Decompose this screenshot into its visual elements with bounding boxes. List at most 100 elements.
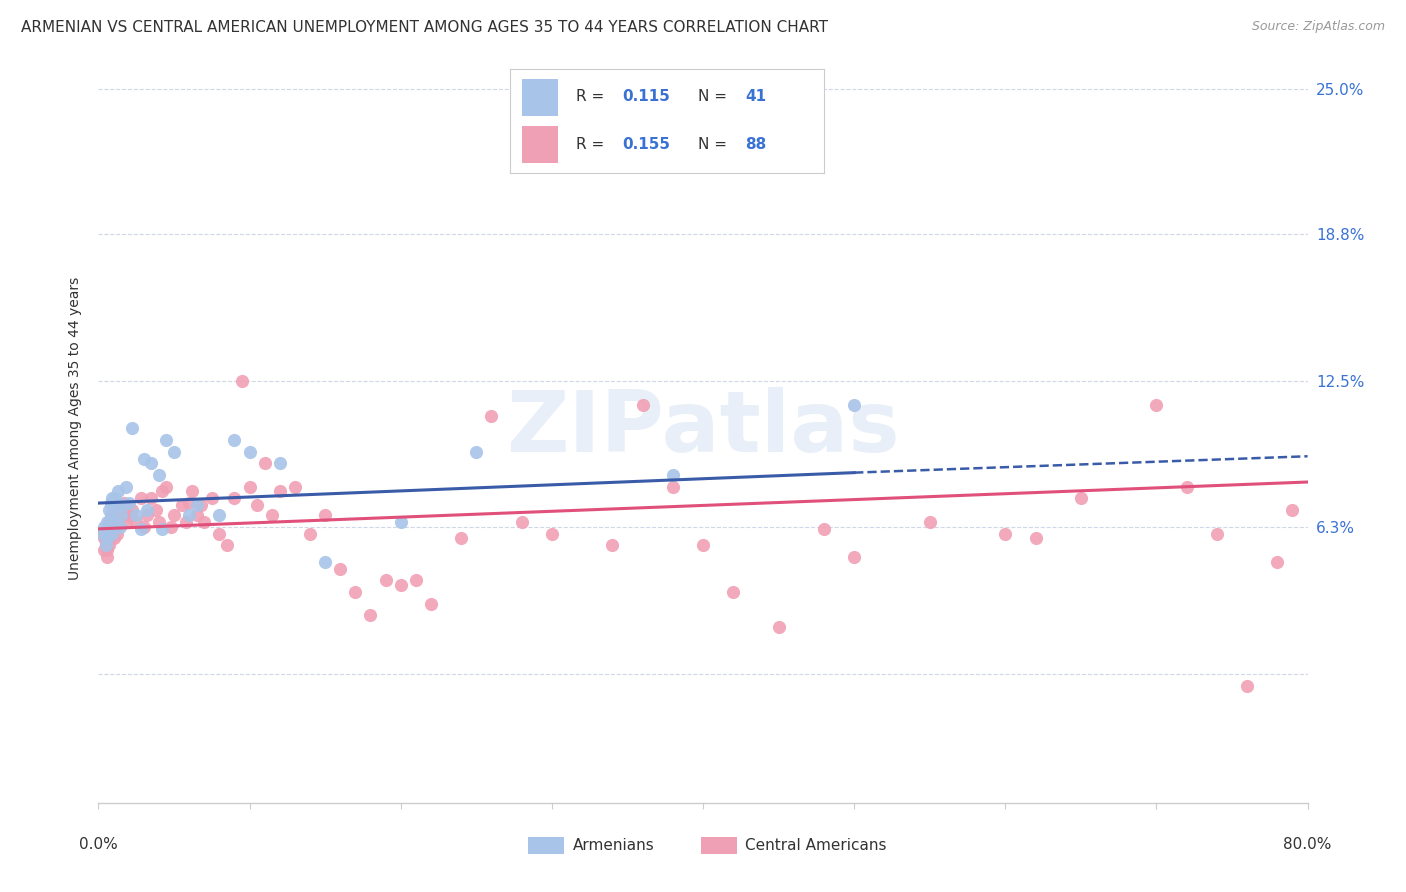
Point [107,484,129,499]
Point [299,526,322,541]
Text: 80.0%: 80.0% [1284,837,1331,852]
Point [118,508,141,522]
Point [201,491,224,506]
Point [813,522,835,536]
Point [121,503,143,517]
Point [155,480,177,494]
Point [101,519,124,533]
Point [100,531,122,545]
Point [844,549,866,564]
Point [540,526,562,541]
Point [186,499,208,513]
Point [329,562,352,576]
Point [150,484,173,499]
Text: Armenians: Armenians [572,838,654,853]
Point [389,515,412,529]
Point [155,433,177,447]
Point [108,503,131,517]
Point [1236,679,1258,693]
Point [105,499,128,513]
Point [314,555,336,569]
Text: Central Americans: Central Americans [745,838,887,853]
Point [118,496,141,510]
Point [269,456,291,470]
Point [103,515,125,529]
Point [224,433,246,447]
FancyBboxPatch shape [527,838,564,854]
Point [481,409,503,424]
Point [692,538,714,552]
Point [98,515,121,529]
Point [110,499,132,513]
Y-axis label: Unemployment Among Ages 35 to 44 years: Unemployment Among Ages 35 to 44 years [69,277,83,580]
Point [284,480,307,494]
Point [104,522,127,536]
Point [844,398,866,412]
Text: Source: ZipAtlas.com: Source: ZipAtlas.com [1251,20,1385,33]
Point [98,503,121,517]
Point [262,508,284,522]
Point [661,480,683,494]
Point [114,480,136,494]
Point [181,484,204,499]
Point [374,574,396,588]
Point [93,531,115,545]
Point [253,456,276,470]
Point [125,515,148,529]
Point [190,499,212,513]
Point [208,526,231,541]
Point [389,578,412,592]
Text: ARMENIAN VS CENTRAL AMERICAN UNEMPLOYMENT AMONG AGES 35 TO 44 YEARS CORRELATION : ARMENIAN VS CENTRAL AMERICAN UNEMPLOYMEN… [21,20,828,35]
Point [1024,531,1046,545]
Point [150,522,173,536]
Point [129,522,152,536]
Point [96,542,118,557]
Point [231,375,253,389]
Point [148,467,170,482]
FancyBboxPatch shape [700,838,737,854]
Point [1175,480,1198,494]
Point [163,508,186,522]
Point [1144,398,1167,412]
Point [994,526,1017,541]
Point [93,519,115,533]
Point [631,398,654,412]
Point [108,519,131,533]
Point [93,542,115,557]
Point [141,456,163,470]
Point [104,491,127,506]
Point [768,620,790,634]
Point [224,491,246,506]
Point [179,508,201,522]
Point [1206,526,1229,541]
Point [105,526,128,541]
Point [918,515,941,529]
Point [101,491,124,506]
Point [1281,503,1303,517]
Point [121,421,143,435]
Point [193,515,215,529]
Point [510,515,533,529]
Point [111,508,134,522]
Point [360,608,382,623]
Point [135,503,157,517]
Point [94,538,117,552]
Point [420,597,443,611]
Point [98,519,121,533]
Point [98,538,121,552]
Point [148,515,170,529]
Point [160,519,183,533]
Point [1070,491,1092,506]
Point [111,499,134,513]
Point [125,508,148,522]
Point [405,574,427,588]
Point [145,503,167,517]
Point [450,531,472,545]
Point [723,585,745,599]
Point [100,508,122,522]
Point [170,499,193,513]
Point [186,508,208,522]
Point [100,515,122,529]
Point [91,526,114,541]
Point [103,515,125,529]
